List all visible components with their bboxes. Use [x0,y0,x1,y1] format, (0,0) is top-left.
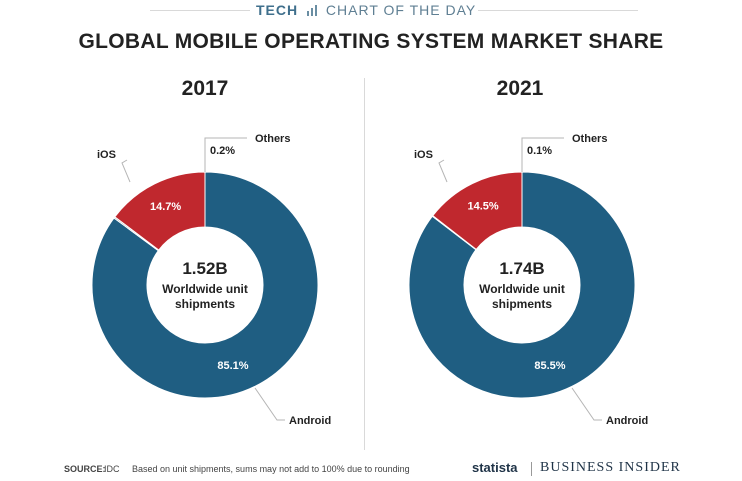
leader-android-2021 [571,387,602,421]
center-label-line1-2021: Worldwide unit [479,282,565,296]
slice-label-android-2017: 85.1% [217,360,248,372]
header-rule-left [150,10,250,11]
footer: SOURCE: IDC Based on unit shipments, sum… [0,460,742,481]
donut-2017 [91,137,319,421]
center-label-line2-2021: shipments [492,297,552,311]
center-value-2017: 1.52B [182,259,227,278]
leader-ios-2021 [438,159,448,183]
label-others-2021: Others [572,133,607,145]
slice-android-2021 [408,171,636,399]
leader-others-2017 [204,137,247,172]
chart-divider [364,78,365,450]
source-label: SOURCE: [64,464,106,474]
center-label-line1-2017: Worldwide unit [162,282,248,296]
main-title: GLOBAL MOBILE OPERATING SYSTEM MARKET SH… [78,30,664,53]
business-insider-logo: BUSINESS INSIDER [540,460,681,475]
slice-label-ios-2021: 14.5% [468,201,499,213]
rounding-note: Based on unit shipments, sums may not ad… [132,464,410,474]
slice-ios-2017 [114,171,206,251]
statista-logo: statista [472,460,518,475]
leader-others-2021 [521,137,564,172]
bar-chart-icon [307,5,318,16]
slice-label-ios-2017: 14.7% [150,201,181,213]
slice-ios-2021 [432,171,523,251]
brand-tech: TECH [256,2,299,18]
logo-divider [531,462,532,476]
chart-title-2017: 2017 [181,77,229,100]
slice-label-android-2021: 85.5% [534,360,565,372]
slice-android-2017 [91,171,319,399]
center-value-2021: 1.74B [499,259,544,278]
leader-android-2017 [254,387,285,421]
chart-title-2021: 2021 [496,77,544,100]
leader-ios-2017 [121,159,131,183]
label-ios-2017: iOS [97,149,116,161]
value-others-2021: 0.1% [527,145,552,157]
brand-chart-of-the-day: CHART OF THE DAY [325,2,477,18]
label-android-2021: Android [606,415,648,427]
header: TECH CHART OF THE DAY [0,0,742,22]
label-ios-2021: iOS [414,149,433,161]
chart-of-the-day-logo: TECH CHART OF THE DAY [256,2,476,18]
label-others-2017: Others [255,133,290,145]
value-others-2017: 0.2% [210,145,235,157]
center-label-line2-2017: shipments [175,297,235,311]
header-rule-right [478,10,638,11]
label-android-2017: Android [289,415,331,427]
donut-2021 [408,137,636,421]
source-value: IDC [104,464,120,474]
